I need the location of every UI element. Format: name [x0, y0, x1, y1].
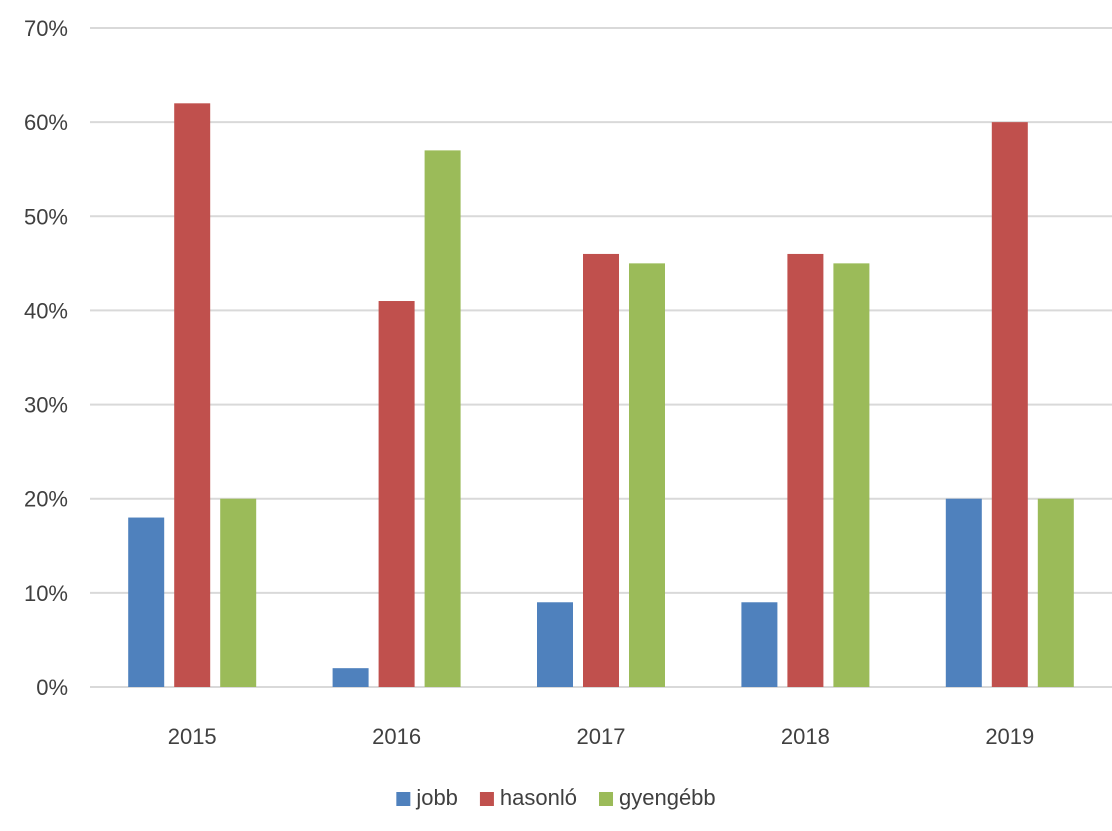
y-tick-label: 30% — [24, 393, 68, 418]
bar-jobb-2018 — [741, 602, 778, 687]
legend-label: hasonló — [500, 785, 577, 810]
y-tick-label: 70% — [24, 16, 68, 41]
y-tick-label: 0% — [36, 675, 68, 700]
bar-hasonló-2018 — [787, 253, 824, 687]
bar-hasonló-2019 — [991, 122, 1028, 687]
x-axis-tick-labels: 2015 2016 2017 2018 2019 — [168, 724, 1035, 749]
x-tick-label: 2016 — [372, 724, 421, 749]
bar-hasonló-2017 — [583, 253, 619, 687]
bar-gyengébb-2017 — [629, 263, 665, 687]
bar-gyengébb-2015 — [220, 498, 257, 687]
bars — [128, 103, 1074, 688]
bar-hasonló-2016 — [378, 301, 415, 687]
bar-gyengébb-2018 — [833, 263, 870, 687]
y-axis-tick-labels: 0% 10% 20% 30% 40% 50% 60% 70% — [24, 16, 68, 700]
bar-jobb-2017 — [537, 602, 573, 687]
legend: jobb hasonló gyengébb — [396, 785, 716, 810]
legend-swatch-jobb — [396, 792, 411, 806]
legend-label: gyengébb — [619, 785, 716, 810]
bar-jobb-2015 — [128, 517, 165, 687]
y-tick-label: 50% — [24, 204, 68, 229]
y-tick-label: 60% — [24, 110, 68, 135]
bar-jobb-2016 — [332, 668, 369, 687]
x-tick-label: 2015 — [168, 724, 217, 749]
y-tick-label: 40% — [24, 298, 68, 323]
legend-swatch-hasonló — [479, 792, 494, 806]
bar-hasonló-2015 — [174, 103, 211, 688]
x-tick-label: 2019 — [985, 724, 1034, 749]
y-tick-label: 20% — [24, 487, 68, 512]
x-tick-label: 2018 — [781, 724, 830, 749]
x-tick-label: 2017 — [577, 724, 626, 749]
legend-swatch-gyengébb — [599, 792, 614, 806]
bar-gyengébb-2019 — [1037, 498, 1074, 687]
bar-gyengébb-2016 — [424, 150, 461, 687]
bar-jobb-2019 — [945, 498, 982, 687]
legend-label: jobb — [415, 785, 458, 810]
y-tick-label: 10% — [24, 581, 68, 606]
